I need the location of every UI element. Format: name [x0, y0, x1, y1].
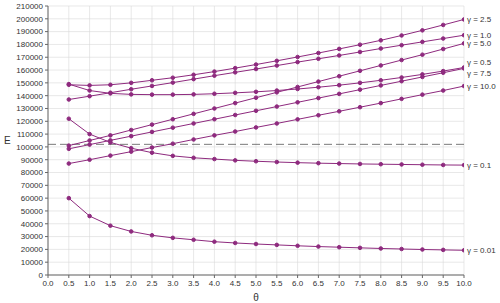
svg-text:4.5: 4.5: [230, 279, 242, 288]
svg-text:160000: 160000: [16, 66, 43, 75]
svg-text:γ = 0.1: γ = 0.1: [467, 161, 492, 170]
svg-text:180000: 180000: [16, 40, 43, 49]
svg-text:200000: 200000: [16, 15, 43, 24]
svg-text:60000: 60000: [21, 194, 44, 203]
svg-text:γ = 0.5: γ = 0.5: [467, 58, 492, 67]
svg-text:7.0: 7.0: [334, 279, 346, 288]
svg-text:40000: 40000: [21, 220, 44, 229]
svg-text:10000: 10000: [21, 258, 44, 267]
svg-text:10.0: 10.0: [456, 279, 472, 288]
svg-text:θ: θ: [253, 292, 259, 303]
svg-text:5.0: 5.0: [250, 279, 262, 288]
svg-text:6.0: 6.0: [292, 279, 304, 288]
svg-text:8.0: 8.0: [375, 279, 387, 288]
svg-text:9.0: 9.0: [417, 279, 429, 288]
svg-text:7.5: 7.5: [354, 279, 366, 288]
svg-text:3.5: 3.5: [188, 279, 200, 288]
svg-text:3.0: 3.0: [167, 279, 179, 288]
svg-text:130000: 130000: [16, 104, 43, 113]
svg-text:γ = 1.0: γ = 1.0: [467, 31, 492, 41]
svg-text:110000: 110000: [17, 130, 44, 139]
svg-text:1.5: 1.5: [105, 279, 117, 288]
svg-text:2.0: 2.0: [126, 279, 138, 288]
svg-text:6.5: 6.5: [313, 279, 325, 288]
svg-text:20000: 20000: [21, 245, 44, 254]
svg-text:0.0: 0.0: [42, 279, 54, 288]
svg-text:1.0: 1.0: [84, 279, 96, 288]
svg-text:80000: 80000: [21, 168, 44, 177]
svg-text:30000: 30000: [21, 232, 44, 241]
svg-text:2.5: 2.5: [146, 279, 158, 288]
svg-text:0.5: 0.5: [63, 279, 75, 288]
svg-text:0: 0: [39, 271, 44, 280]
svg-text:120000: 120000: [16, 117, 43, 126]
svg-text:8.5: 8.5: [396, 279, 408, 288]
svg-text:170000: 170000: [16, 53, 43, 62]
svg-text:190000: 190000: [16, 27, 43, 36]
svg-text:150000: 150000: [16, 79, 43, 88]
svg-text:9.5: 9.5: [438, 279, 450, 288]
svg-text:γ = 0.01: γ = 0.01: [467, 246, 492, 255]
svg-text:γ = 5.0: γ = 5.0: [467, 39, 492, 48]
svg-text:50000: 50000: [21, 207, 44, 216]
svg-text:E: E: [8, 135, 11, 146]
svg-text:γ = 2.5: γ = 2.5: [467, 15, 492, 24]
svg-text:4.0: 4.0: [209, 279, 221, 288]
svg-text:210000: 210000: [16, 2, 43, 11]
svg-text:γ = 10.0: γ = 10.0: [467, 82, 492, 91]
svg-text:70000: 70000: [21, 181, 44, 190]
svg-text:100000: 100000: [16, 143, 43, 152]
svg-text:γ = 7.5: γ = 7.5: [467, 69, 492, 78]
svg-text:90000: 90000: [21, 156, 44, 165]
svg-text:5.5: 5.5: [271, 279, 283, 288]
svg-text:140000: 140000: [16, 92, 43, 101]
